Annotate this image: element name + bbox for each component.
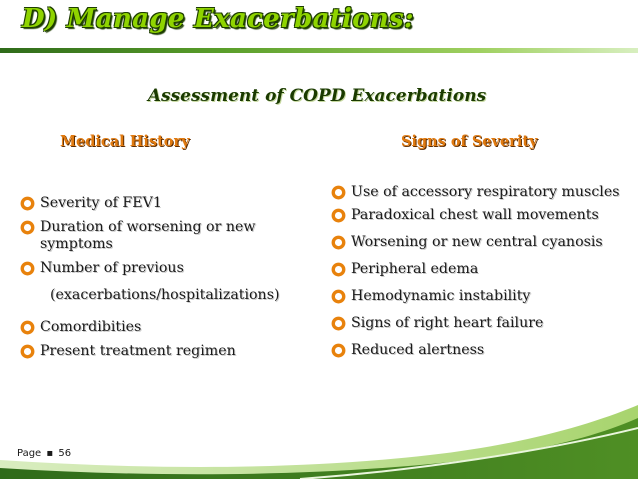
list-item: Hemodynamic instability [331, 288, 631, 305]
list-item: Number of previous (exacerbations/hospit… [20, 260, 320, 304]
slide-subtitle: Assessment of COPD Exacerbations [147, 86, 487, 106]
orange-ring-bullet-icon [331, 235, 346, 249]
page-label: Page [17, 448, 42, 459]
title-underline-bar [0, 48, 638, 53]
orange-ring-bullet-icon [331, 289, 346, 303]
orange-ring-bullet-icon [20, 261, 35, 275]
list-item: Paradoxical chest wall movements [331, 207, 631, 224]
orange-ring-bullet-icon [331, 262, 346, 276]
page-number: 56 [58, 448, 72, 459]
list-item: Comordibities [20, 319, 320, 336]
list-item: Present treatment regimen [20, 343, 320, 360]
page-separator: ▪ [46, 448, 54, 459]
orange-ring-bullet-icon [20, 220, 35, 234]
list-item: Use of accessory respiratory muscles [331, 184, 631, 201]
orange-ring-bullet-icon [20, 344, 35, 358]
list-item: Duration of worsening or new symptoms [20, 219, 320, 253]
list-item: Severity of FEV1 [20, 195, 320, 212]
signs-of-severity-list: Use of accessory respiratory muscles Par… [331, 184, 631, 369]
list-item: Signs of right heart failure [331, 315, 631, 332]
orange-ring-bullet-icon [20, 196, 35, 210]
orange-ring-bullet-icon [20, 320, 35, 334]
orange-ring-bullet-icon [331, 343, 346, 357]
list-item: Peripheral edema [331, 261, 631, 278]
orange-ring-bullet-icon [331, 316, 346, 330]
slide-title: D) Manage Exacerbations: [22, 4, 414, 34]
medical-history-heading: Medical History [60, 133, 190, 150]
medical-history-list: Severity of FEV1 Duration of worsening o… [20, 195, 320, 360]
page-footer: Page ▪ 56 [17, 448, 71, 459]
list-item: Worsening or new central cyanosis [331, 234, 631, 251]
orange-ring-bullet-icon [331, 185, 346, 199]
list-item-continuation: (exacerbations/hospitalizations) [50, 287, 280, 303]
orange-ring-bullet-icon [331, 208, 346, 222]
list-item: Reduced alertness [331, 342, 631, 359]
signs-of-severity-heading: Signs of Severity [401, 133, 538, 150]
